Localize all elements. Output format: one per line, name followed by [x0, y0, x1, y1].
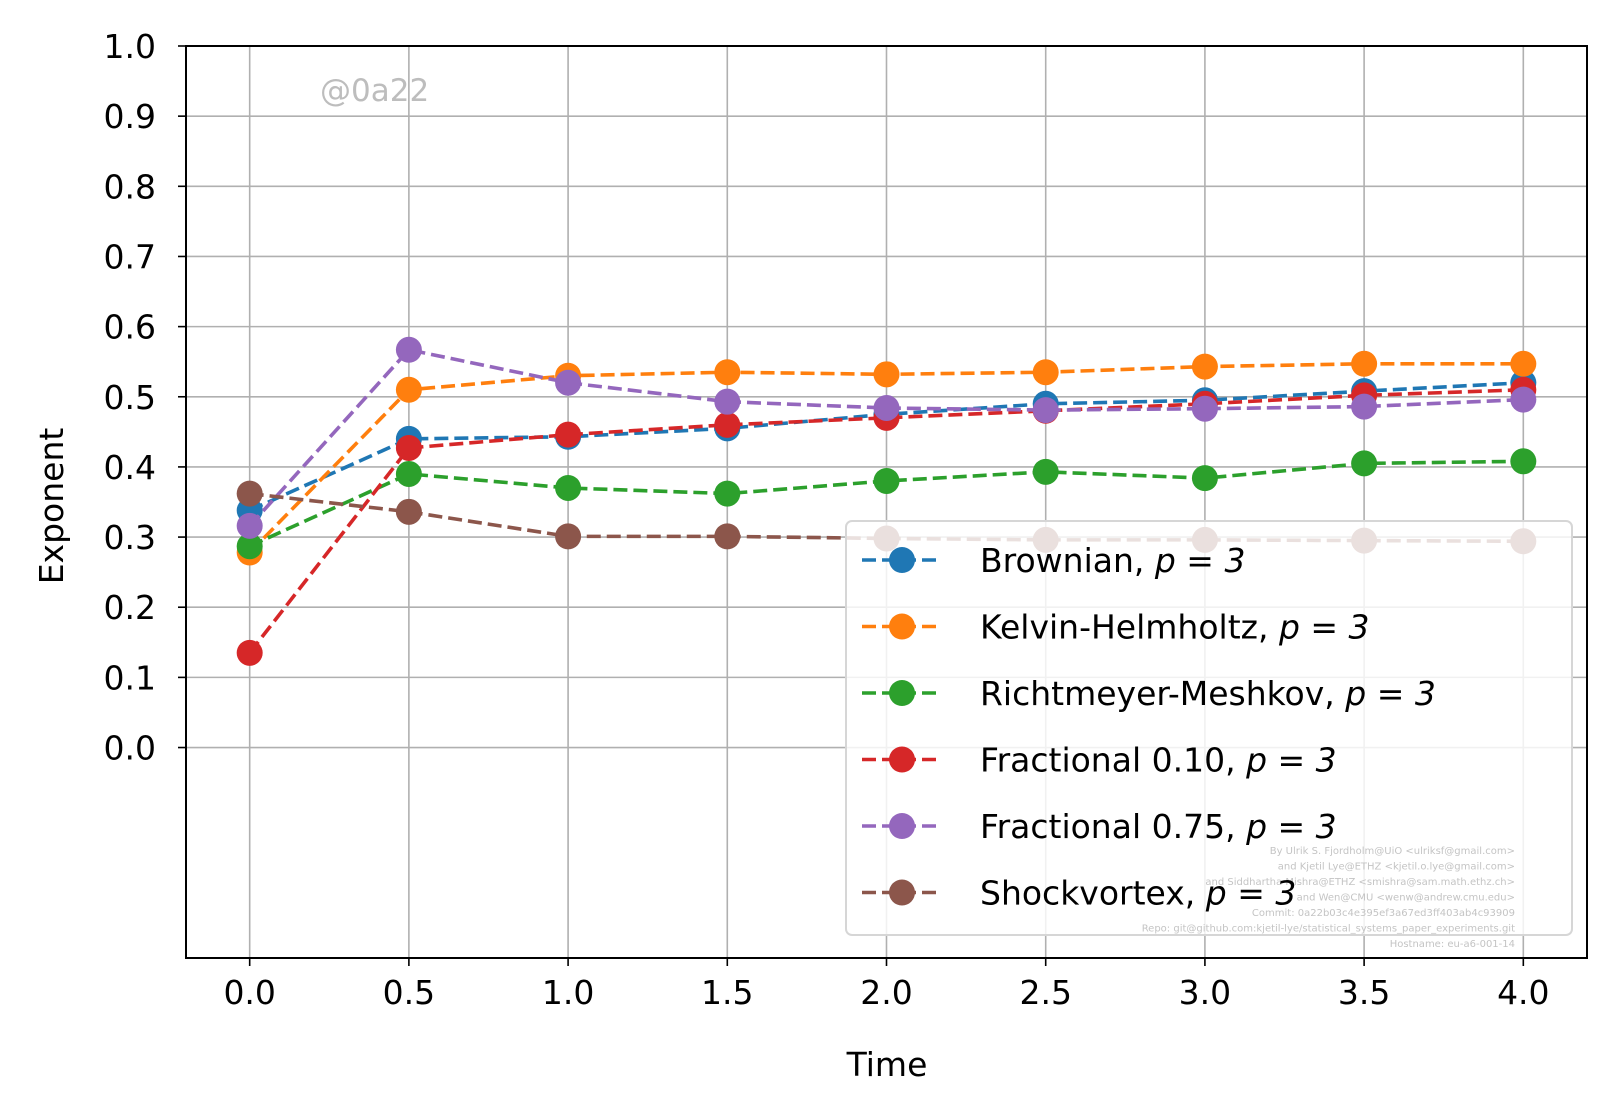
legend-marker	[889, 680, 915, 706]
x-tick-label: 1.5	[701, 973, 753, 1012]
legend-name: Shockvortex,	[980, 874, 1206, 913]
legend-name: Fractional 0.10,	[980, 741, 1246, 780]
series-point	[395, 336, 422, 363]
legend-label: Fractional 0.10, p = 3	[980, 741, 1337, 780]
series-point	[555, 474, 582, 501]
legend-marker	[889, 746, 915, 773]
series-point	[236, 512, 263, 539]
series-line-4	[248, 347, 1524, 528]
series-point	[1351, 450, 1378, 477]
y-tick-label: 0.7	[104, 237, 156, 276]
credits-line: Hostname: eu-a6-001-14	[1390, 939, 1515, 950]
series-point	[1191, 395, 1218, 422]
series-point	[873, 467, 900, 494]
series-point	[873, 361, 900, 388]
y-tick-label: 1.0	[104, 27, 156, 66]
x-tick-label: 1.0	[542, 973, 594, 1012]
series-point	[395, 376, 422, 403]
y-tick-label: 0.4	[104, 448, 156, 487]
series-point	[236, 639, 263, 666]
legend-math: p = 3	[1344, 674, 1436, 713]
legend-marker	[889, 813, 915, 839]
series-point	[236, 480, 263, 507]
series-lines	[236, 336, 1537, 666]
legend-name: Richtmeyer-Meshkov,	[980, 674, 1345, 713]
series-point	[1510, 386, 1537, 413]
legend-math: p = 3	[1245, 741, 1337, 780]
legend-marker	[889, 879, 915, 906]
legend-marker	[889, 547, 915, 573]
series-point	[714, 480, 741, 507]
y-tick-label: 0.3	[104, 518, 156, 557]
credits-text: By Ulrik S. Fjordholm@UiO <ulriksf@gmail…	[1142, 846, 1515, 950]
x-tick-label: 0.5	[383, 973, 435, 1012]
series-point	[714, 388, 741, 415]
series-point	[1191, 353, 1218, 380]
x-tick-label: 0.0	[223, 973, 275, 1012]
series-point	[1351, 350, 1378, 377]
series-point	[1032, 359, 1059, 386]
y-axis-label: Exponent	[32, 428, 71, 585]
x-tick-label: 4.0	[1497, 973, 1549, 1012]
y-tick-label: 0.1	[104, 658, 156, 697]
watermark: @0a22	[320, 73, 429, 109]
y-tick-label: 0.6	[104, 308, 156, 347]
credits-line: and Kjetil Lye@ETHZ <kjetil.o.lye@gmail.…	[1278, 862, 1515, 873]
y-tick-label: 0.9	[104, 97, 156, 136]
series-point	[1510, 350, 1537, 377]
legend-name: Brownian,	[980, 541, 1155, 580]
axis-ticks: 0.0 0.5 1.0 1.5 2.0 2.5 3.0 3.5 4.0 0.0 0.1 0.2 0.3 0…	[104, 27, 1550, 1012]
legend-box	[845, 520, 1573, 936]
series-point	[873, 394, 900, 421]
credits-line: By Ulrik S. Fjordholm@UiO <ulriksf@gmail…	[1270, 846, 1515, 857]
legend-label: Richtmeyer-Meshkov, p = 3	[980, 674, 1436, 713]
legend-math: p = 3	[1245, 807, 1337, 846]
series-point	[714, 359, 741, 386]
credits-line: and Wen@CMU <wenw@andrew.cmu.edu>	[1297, 893, 1515, 904]
legend-math: p = 3	[1205, 874, 1297, 913]
x-tick-label: 3.5	[1338, 973, 1390, 1012]
legend-math: p = 3	[1154, 541, 1246, 580]
series-point	[1510, 448, 1537, 475]
series-point	[555, 523, 582, 550]
y-tick-label: 0.8	[104, 167, 156, 206]
series-point	[395, 434, 422, 461]
x-tick-label: 2.0	[860, 973, 912, 1012]
y-tick-label: 0.5	[104, 378, 156, 417]
series-point	[395, 460, 422, 487]
legend: By Ulrik S. Fjordholm@UiO <ulriksf@gmail…	[845, 520, 1573, 950]
legend-label: Shockvortex, p = 3	[980, 874, 1296, 913]
legend-name: Kelvin-Helmholtz,	[980, 608, 1279, 647]
legend-marker	[889, 613, 915, 640]
series-line-3	[248, 387, 1524, 654]
series-point	[555, 421, 582, 448]
legend-label: Fractional 0.75, p = 3	[980, 807, 1337, 846]
legend-name: Fractional 0.75,	[980, 807, 1246, 846]
series-point	[236, 533, 263, 560]
series-point	[1191, 465, 1218, 492]
series-point	[714, 411, 741, 438]
x-tick-label: 2.5	[1019, 973, 1071, 1012]
series-point	[395, 498, 422, 525]
series-point	[1032, 458, 1059, 485]
series-point	[1351, 393, 1378, 420]
legend-label: Kelvin-Helmholtz, p = 3	[980, 608, 1370, 647]
credits-line: Commit: 0a22b03c4e395ef3a67ed3ff403ab4c9…	[1252, 908, 1515, 919]
x-tick-label: 3.0	[1179, 973, 1231, 1012]
legend-label: Brownian, p = 3	[980, 541, 1245, 580]
series-point	[1032, 397, 1059, 424]
credits-line: Repo: git@github.com:kjetil-lye/statisti…	[1142, 924, 1515, 935]
legend-math: p = 3	[1278, 608, 1370, 647]
series-point	[714, 523, 741, 550]
y-tick-label: 0.0	[104, 729, 156, 768]
credits-line: and Siddhartha Mishra@ETHZ <smishra@sam.…	[1205, 877, 1515, 888]
y-tick-label: 0.2	[104, 588, 156, 627]
series-point	[555, 369, 582, 396]
x-axis-label: Time	[846, 1045, 928, 1084]
